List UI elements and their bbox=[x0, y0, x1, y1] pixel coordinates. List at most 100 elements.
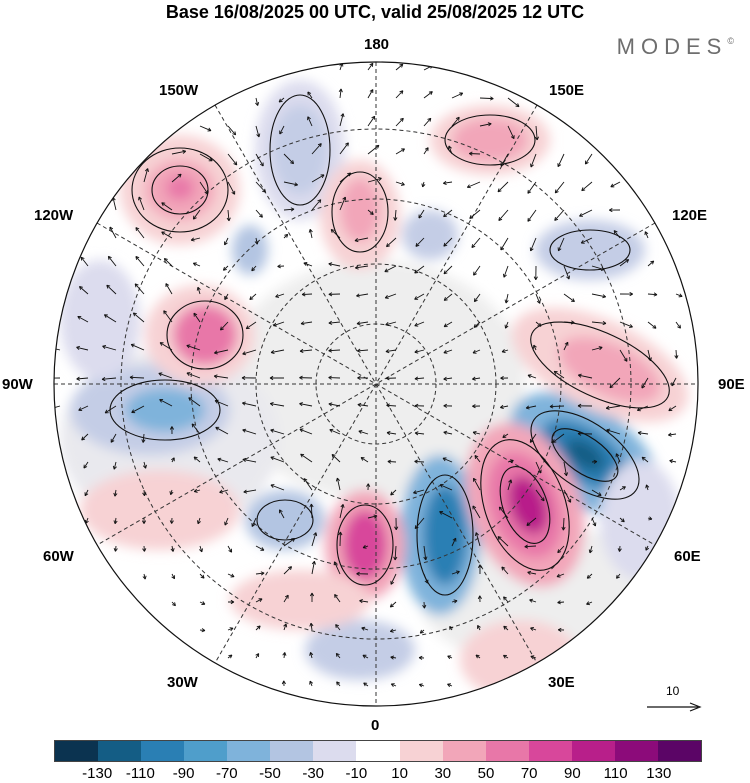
colorbar-tick-label: -110 bbox=[125, 765, 155, 782]
label-90w: 90W bbox=[2, 376, 33, 393]
wind-arrow bbox=[367, 63, 374, 71]
wind-arrow bbox=[278, 97, 285, 103]
wind-arrow-head bbox=[390, 683, 395, 688]
wind-arrow-head bbox=[80, 256, 85, 261]
wind-arrow-head bbox=[414, 349, 419, 354]
wind-arrow bbox=[530, 627, 537, 631]
wind-arrow bbox=[357, 404, 369, 407]
wind-arrow-head bbox=[474, 532, 479, 537]
wind-arrow bbox=[451, 92, 463, 99]
wind-arrow-head bbox=[524, 544, 529, 549]
wind-arrow-head bbox=[50, 347, 53, 350]
wind-arrow bbox=[647, 321, 657, 329]
wind-arrow-head bbox=[401, 148, 405, 153]
wind-arrow-head bbox=[563, 472, 569, 477]
wind-arrow bbox=[109, 226, 117, 239]
wind-arrow-head bbox=[414, 376, 419, 381]
wind-arrow bbox=[641, 456, 649, 463]
wind-vectors bbox=[50, 62, 683, 688]
wind-arrow bbox=[507, 479, 512, 491]
wind-arrow bbox=[507, 97, 520, 107]
wind-arrow-head bbox=[641, 384, 646, 389]
wind-arrow bbox=[385, 349, 397, 353]
wind-arrow bbox=[334, 594, 341, 603]
wind-arrow-head bbox=[447, 683, 451, 688]
wind-arrow-head bbox=[299, 428, 304, 433]
wind-arrow bbox=[469, 209, 481, 219]
wind-arrow bbox=[675, 349, 678, 359]
wind-arrow bbox=[448, 145, 453, 155]
wind-arrow bbox=[224, 517, 229, 526]
wind-arrow-head bbox=[191, 423, 196, 428]
wind-arrow-head bbox=[606, 428, 611, 433]
wind-arrow bbox=[367, 209, 374, 215]
wind-arrow-head bbox=[529, 438, 534, 443]
wind-arrow bbox=[273, 321, 285, 327]
wind-arrow bbox=[339, 504, 344, 519]
wind-arrow bbox=[527, 374, 537, 379]
wind-arrow bbox=[386, 237, 397, 248]
wind-arrow-head bbox=[282, 652, 287, 656]
wind-arrow bbox=[390, 629, 397, 632]
wind-arrow-head bbox=[245, 325, 250, 330]
wind-arrow bbox=[390, 573, 397, 585]
wind-arrow-head bbox=[449, 626, 453, 630]
wind-arrow-head bbox=[76, 345, 80, 350]
colorbar-tick-label: -10 bbox=[345, 765, 368, 782]
wind-arrow bbox=[194, 489, 201, 493]
wind-arrow-head bbox=[579, 213, 583, 217]
wind-arrow-head bbox=[283, 623, 288, 628]
wind-arrow bbox=[227, 545, 233, 553]
wind-arrow bbox=[591, 517, 596, 527]
wind-arrow bbox=[497, 181, 509, 193]
wind-arrow bbox=[535, 321, 542, 327]
wind-arrow-head bbox=[362, 544, 367, 549]
wind-arrow-head bbox=[299, 348, 304, 353]
wind-arrow bbox=[311, 143, 322, 155]
wind-arrow-head bbox=[653, 292, 658, 297]
wind-arrow-head bbox=[393, 217, 398, 221]
wind-arrow bbox=[451, 571, 460, 575]
wind-arrow bbox=[610, 181, 621, 188]
colorbar-swatch bbox=[614, 741, 658, 761]
wind-arrow-head bbox=[414, 403, 419, 408]
wind-arrow bbox=[214, 400, 229, 407]
wind-arrow bbox=[163, 310, 173, 323]
modes-logo: MODES© bbox=[616, 34, 734, 59]
wind-arrow bbox=[647, 260, 655, 267]
wind-arrow bbox=[220, 321, 229, 331]
wind-arrow-head bbox=[290, 207, 295, 212]
wind-arrow-head bbox=[500, 404, 504, 409]
wind-arrow bbox=[133, 312, 145, 323]
wind-arrow bbox=[171, 150, 186, 155]
wind-arrow-head bbox=[354, 265, 359, 270]
wind-arrow-head bbox=[504, 299, 509, 304]
wind-arrow bbox=[423, 545, 427, 560]
wind-arrow-head bbox=[359, 599, 363, 604]
wind-arrow bbox=[303, 478, 313, 491]
wind-arrow-head bbox=[142, 575, 147, 580]
wind-arrow-head bbox=[645, 484, 650, 489]
wind-arrow bbox=[193, 262, 201, 267]
wind-arrow bbox=[110, 433, 117, 443]
wind-arrow-head bbox=[472, 376, 476, 381]
wind-arrow bbox=[283, 623, 287, 631]
wind-arrow-head bbox=[615, 453, 620, 458]
wind-arrow bbox=[283, 538, 295, 547]
wind-arrow-head bbox=[554, 216, 559, 221]
wind-arrow-head bbox=[294, 182, 298, 187]
wind-arrow-head bbox=[192, 215, 197, 220]
wind-arrow bbox=[479, 97, 494, 100]
wind-arrow bbox=[354, 237, 369, 242]
wind-arrow-head bbox=[473, 323, 478, 328]
wind-arrow-head bbox=[593, 459, 598, 464]
wind-arrow-head bbox=[525, 405, 530, 410]
wind-arrow bbox=[159, 399, 173, 407]
wind-arrow bbox=[557, 601, 565, 604]
wind-arrow bbox=[471, 237, 481, 248]
wind-arrow bbox=[500, 237, 509, 251]
wind-arrow-head bbox=[386, 430, 391, 436]
wind-arrow bbox=[283, 153, 294, 164]
wind-arrow-head bbox=[428, 91, 433, 95]
wind-arrow-head bbox=[415, 242, 420, 247]
